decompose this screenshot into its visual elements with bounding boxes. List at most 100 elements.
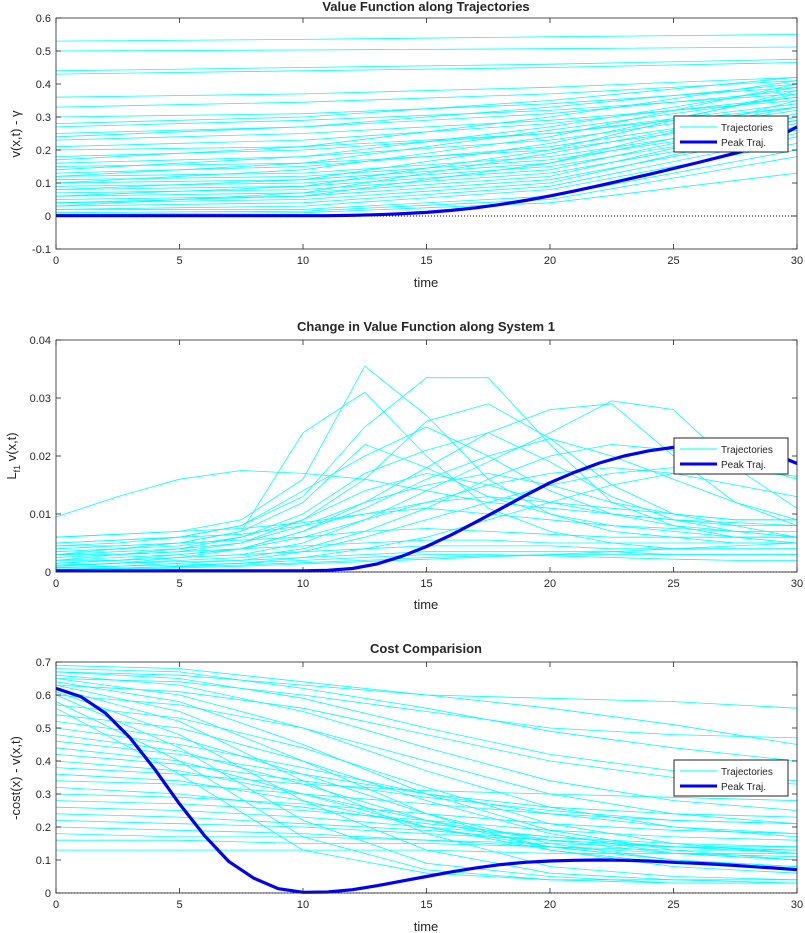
panel-2-yticks: 0 0.01 0.02 0.03 0.04 xyxy=(30,335,797,579)
y-tick-label: 0.01 xyxy=(30,509,51,521)
trajectory-line xyxy=(55,554,797,568)
x-tick-label: 20 xyxy=(544,899,556,911)
trajectory-line xyxy=(55,678,798,739)
panel-1-title: Value Function along Trajectories xyxy=(322,0,529,14)
y-tick-label: 0.03 xyxy=(30,393,51,405)
trajectory-line xyxy=(55,80,798,108)
panel-3-yticks: 0 0.1 0.2 0.3 0.4 0.5 0.6 0.7 xyxy=(36,657,797,900)
trajectory-line xyxy=(55,90,798,134)
panel-2-trajectories xyxy=(55,365,798,571)
trajectory-line xyxy=(55,126,798,204)
x-tick-label: 30 xyxy=(791,899,803,911)
y-tick-label: 0.02 xyxy=(30,451,51,463)
panel-1-legend: Trajectories Peak Traj. xyxy=(673,115,789,153)
legend-trajectories-label: Trajectories xyxy=(721,123,773,134)
peak-trajectory-line xyxy=(56,125,798,218)
trajectory-line xyxy=(56,849,797,854)
panel-value-function: Value Function along Trajectories 0 5 10 15… xyxy=(8,0,803,290)
panel-3-xlabel: time xyxy=(414,919,439,933)
legend-box xyxy=(673,115,789,153)
x-tick-label: 30 xyxy=(791,255,803,267)
x-tick-label: 5 xyxy=(176,578,182,590)
trajectory-line xyxy=(55,58,798,72)
trajectory-line xyxy=(55,172,798,215)
x-tick-label: 10 xyxy=(297,255,309,267)
trajectory-line xyxy=(55,780,798,825)
x-tick-label: 25 xyxy=(667,578,679,590)
x-tick-label: 20 xyxy=(544,578,556,590)
x-tick-label: 25 xyxy=(667,899,679,911)
trajectory-line xyxy=(55,507,797,538)
trajectory-line xyxy=(55,793,798,834)
peak-trajectory-line xyxy=(55,686,798,894)
panel-2-ylabel: Lf1 v(x,t) xyxy=(4,432,22,479)
legend-peak-label: Peak Traj. xyxy=(721,138,766,149)
panel-2-xticks: 0 5 10 15 20 25 30 xyxy=(53,340,803,590)
x-tick-label: 15 xyxy=(420,578,432,590)
trajectory-line xyxy=(56,528,797,547)
x-tick-label: 25 xyxy=(667,255,679,267)
x-tick-label: 30 xyxy=(791,578,803,590)
y-tick-label: 0 xyxy=(45,888,51,900)
legend-box xyxy=(673,759,789,797)
y-tick-label: 0.2 xyxy=(36,822,51,834)
y-tick-label: 0.2 xyxy=(36,145,51,157)
trajectory-line xyxy=(55,833,797,848)
panel-3-ylabel: -cost(x) - v(x,t) xyxy=(8,736,23,820)
panel-2-xlabel: time xyxy=(414,597,439,612)
panel-2-legend: Trajectories Peak Traj. xyxy=(673,437,789,475)
trajectory-line xyxy=(56,149,798,210)
trajectory-line xyxy=(55,472,797,553)
x-tick-label: 20 xyxy=(544,255,556,267)
panel-3-xticks: 0 5 10 15 20 25 30 xyxy=(53,662,803,911)
panel-3-title: Cost Comparision xyxy=(370,641,482,656)
panel-3-peak xyxy=(55,686,798,894)
trajectory-line xyxy=(55,136,798,207)
y-tick-label: 0.7 xyxy=(36,657,51,669)
trajectory-line xyxy=(55,96,798,177)
trajectory-line xyxy=(55,80,798,161)
y-tick-label: 0.3 xyxy=(36,112,51,124)
trajectory-line xyxy=(55,704,798,854)
trajectory-line xyxy=(55,694,798,825)
trajectory-line xyxy=(55,674,798,811)
trajectory-line xyxy=(55,554,797,570)
trajectory-line xyxy=(55,86,798,171)
trajectory-line xyxy=(55,143,798,210)
y-tick-label: 0.04 xyxy=(30,335,51,347)
panel-2-title: Change in Value Function along System 1 xyxy=(297,319,555,334)
y-tick-label: 0.5 xyxy=(36,723,51,735)
x-tick-label: 10 xyxy=(297,899,309,911)
trajectory-line xyxy=(55,46,798,52)
legend-trajectories-label: Trajectories xyxy=(721,445,773,456)
y-tick-label: 0.4 xyxy=(36,79,51,91)
trajectory-line xyxy=(55,34,798,42)
y-tick-label: 0 xyxy=(45,211,51,223)
trajectory-line xyxy=(55,77,798,98)
panel-1-xticks: 0 5 10 15 20 25 30 xyxy=(53,18,803,267)
trajectory-line xyxy=(55,767,798,801)
panel-cost-comparision: Cost Comparision 0 5 10 15 20 25 30 0 0.1 0.2 0.3… xyxy=(8,641,803,933)
y-tick-label: 0.6 xyxy=(36,13,51,25)
panel-3-legend: Trajectories Peak Traj. xyxy=(673,759,789,797)
y-tick-label: 0.6 xyxy=(36,690,51,702)
x-tick-label: 0 xyxy=(53,578,59,590)
trajectory-line xyxy=(55,668,798,762)
x-tick-label: 5 xyxy=(176,255,182,267)
panel-2-ylabel-rest: v(x,t) xyxy=(4,432,19,465)
x-tick-label: 15 xyxy=(420,255,432,267)
trajectory-line xyxy=(55,671,798,709)
trajectory-line xyxy=(55,83,798,138)
y-tick-label: 0.4 xyxy=(36,756,51,768)
y-tick-label: 0.5 xyxy=(36,46,51,58)
y-tick-label: -0.1 xyxy=(32,244,51,256)
trajectory-line xyxy=(56,839,797,851)
panel-1-peak xyxy=(56,125,798,218)
x-tick-label: 10 xyxy=(297,578,309,590)
y-tick-label: 0.1 xyxy=(36,178,51,190)
trajectory-line xyxy=(55,156,798,214)
panel-1-ylabel: v(x,t) - γ xyxy=(8,110,23,157)
panel-2-ylabel-main: L xyxy=(4,472,19,479)
y-tick-label: 0 xyxy=(45,567,51,579)
